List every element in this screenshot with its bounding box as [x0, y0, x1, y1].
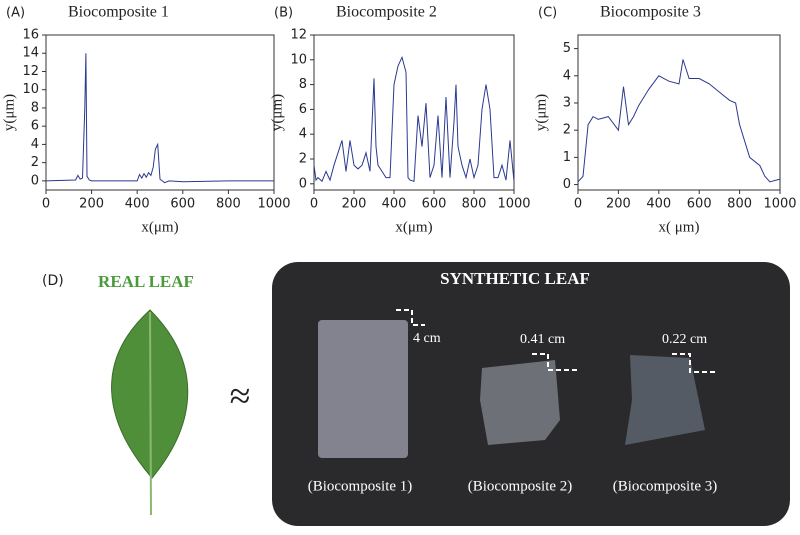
x-tick-label: 1000 [763, 197, 796, 212]
x-tick-label: 800 [727, 197, 752, 212]
plot-frame [313, 34, 515, 191]
plot-frame [577, 34, 781, 191]
panel-label: (C) [538, 6, 557, 21]
y-tick-label: 4 [299, 127, 307, 142]
sample-1 [318, 320, 408, 458]
y-tick-label: 0 [31, 173, 39, 188]
dim-label: 0.22 cm [662, 332, 707, 347]
y-tick-label: 2 [563, 123, 571, 138]
x-tick-label: 600 [687, 197, 712, 212]
real-leaf-title: REAL LEAF [98, 272, 194, 291]
x-tick-label: 600 [422, 197, 447, 212]
x-axis-label: x(μm) [141, 219, 178, 235]
x-tick-label: 200 [342, 197, 367, 212]
y-tick-label: 5 [563, 41, 571, 56]
y-tick-label: 12 [290, 28, 307, 43]
sample-3 [625, 355, 705, 445]
y-tick-label: 12 [22, 64, 39, 79]
y-axis-label: y(μm) [269, 94, 285, 131]
caption: (Biocomposite 2) [468, 478, 573, 494]
y-tick-label: 3 [563, 95, 571, 110]
x-tick-label: 1000 [497, 197, 530, 212]
caption: (Biocomposite 1) [308, 478, 413, 494]
y-tick-label: 6 [31, 119, 39, 134]
panel-label: (D) [42, 273, 64, 289]
y-tick-label: 0 [299, 176, 307, 191]
x-tick-label: 1000 [257, 197, 290, 212]
profile-line [313, 55, 515, 183]
x-tick-label: 0 [42, 197, 50, 212]
chart-title: Biocomposite 1 [68, 4, 169, 21]
x-tick-label: 0 [574, 197, 582, 212]
synthetic-leaf-title: SYNTHETIC LEAF [440, 269, 590, 288]
y-tick-label: 10 [22, 82, 39, 97]
y-tick-label: 8 [299, 77, 307, 92]
x-tick-label: 800 [462, 197, 487, 212]
x-tick-label: 800 [216, 197, 241, 212]
x-axis-label: x(μm) [395, 219, 432, 235]
y-tick-label: 8 [31, 100, 39, 115]
leaf [111, 309, 189, 516]
y-tick-label: 2 [299, 152, 307, 167]
y-axis-label: y(μm) [533, 94, 549, 131]
y-tick-label: 14 [22, 46, 39, 61]
y-tick-label: 16 [22, 28, 39, 43]
y-tick-label: 4 [31, 137, 39, 152]
panel-label: (B) [274, 6, 293, 21]
x-tick-label: 400 [382, 197, 407, 212]
y-tick-label: 4 [563, 68, 571, 83]
x-tick-label: 200 [606, 197, 631, 212]
profile-line [45, 53, 274, 184]
sample-2 [480, 360, 560, 445]
scale-marks [396, 309, 718, 373]
x-tick-label: 0 [310, 197, 318, 212]
x-tick-label: 400 [125, 197, 150, 212]
dim-label: 0.41 cm [520, 332, 565, 347]
y-tick-label: 1 [563, 150, 571, 165]
y-tick-label: 0 [563, 177, 571, 192]
chart-title: Biocomposite 2 [336, 4, 437, 21]
chart-title: Biocomposite 3 [600, 4, 701, 21]
approx-sign: ≈ [230, 376, 251, 418]
x-axis-label: x( μm) [659, 219, 700, 235]
plot-frame [45, 34, 275, 191]
panel-label: (A) [6, 6, 25, 21]
x-tick-label: 200 [79, 197, 104, 212]
caption: (Biocomposite 3) [613, 478, 718, 494]
x-tick-label: 400 [646, 197, 671, 212]
y-tick-label: 6 [299, 102, 307, 117]
dim-label: 4 cm [413, 331, 441, 346]
profile-line [577, 59, 781, 183]
y-tick-label: 2 [31, 155, 39, 170]
x-tick-label: 600 [170, 197, 195, 212]
y-tick-label: 10 [290, 52, 307, 67]
y-axis-label: y(μm) [1, 94, 17, 131]
